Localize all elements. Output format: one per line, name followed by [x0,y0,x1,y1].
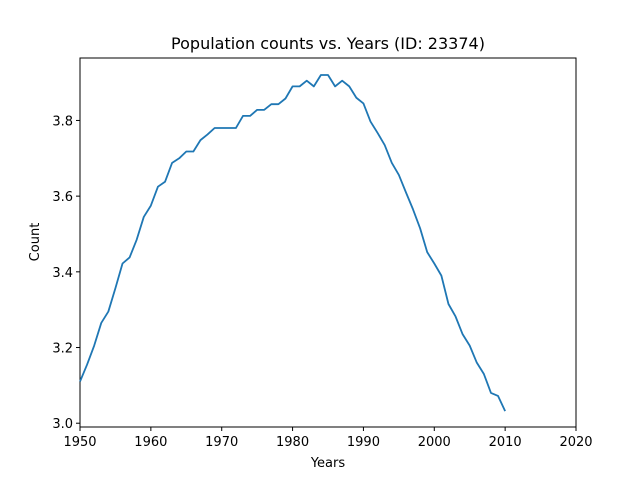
x-axis-label: Years [310,456,346,471]
chart-title: Population counts vs. Years (ID: 23374) [171,34,485,53]
plot-area-frame [79,57,577,428]
y-tick-label: 3.0 [52,417,73,432]
series-group [79,74,506,412]
y-tick-label: 3.4 [52,266,73,281]
y-tick-label: 3.2 [52,342,73,357]
x-tick-label: 1990 [347,435,380,450]
y-tick-label: 3.6 [52,190,73,205]
x-tick-label: 2000 [418,435,451,450]
y-axis-label: Count [28,223,43,262]
x-tick-label: 1950 [63,435,96,450]
x-tick-label: 1970 [205,435,238,450]
x-tick-label: 2020 [559,435,592,450]
x-tick-label: 1960 [134,435,167,450]
x-tick-label: 2010 [489,435,522,450]
x-axis: 1950 1960 1970 1980 1990 2000 2010 2020 [63,427,593,450]
series-line [79,74,506,412]
y-axis: 3.0 3.2 3.4 3.6 3.8 [52,114,80,432]
x-tick-label: 1980 [276,435,309,450]
y-tick-label: 3.8 [52,114,73,129]
